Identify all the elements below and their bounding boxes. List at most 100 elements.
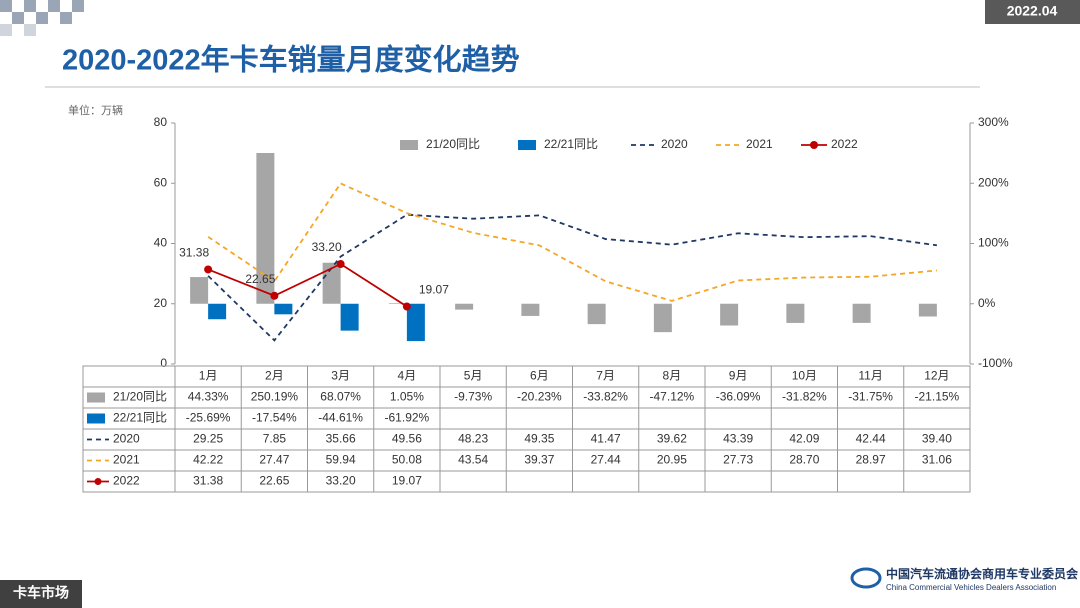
y2-tick-label: 0% bbox=[978, 296, 996, 310]
section-box bbox=[0, 580, 82, 608]
table-cell: 49.56 bbox=[392, 432, 422, 446]
table-cell: -25.69% bbox=[186, 411, 231, 425]
table-cell: 7.85 bbox=[263, 432, 287, 446]
line bbox=[207, 182, 937, 302]
y-tick-label: 0 bbox=[160, 356, 167, 370]
title: 2020-2022年卡车销量月度变化趋势 bbox=[62, 43, 520, 77]
table-row-label: 2021 bbox=[113, 453, 140, 467]
x-tick-label: 4月 bbox=[398, 369, 417, 383]
legend-label: 2021 bbox=[746, 137, 773, 151]
table-cell: 35.66 bbox=[326, 432, 356, 446]
table-cell: 31.38 bbox=[193, 474, 223, 488]
table-cell: -9.73% bbox=[454, 390, 492, 404]
table-cell: -44.61% bbox=[318, 411, 363, 425]
bar bbox=[340, 303, 359, 331]
table-cell: -36.09% bbox=[716, 390, 761, 404]
table-cell: 43.39 bbox=[723, 432, 753, 446]
legend-label: 2020 bbox=[661, 137, 688, 151]
section: 卡车市场 bbox=[13, 585, 69, 601]
table-row-label: 2022 bbox=[113, 474, 140, 488]
legend-label: 2022 bbox=[831, 137, 858, 151]
data-label: 33.20 bbox=[312, 240, 342, 254]
table-cell: 50.08 bbox=[392, 453, 422, 467]
table-marker bbox=[94, 478, 102, 485]
org-cn: 中国汽车流通协会商用车专业委员会 bbox=[886, 566, 1079, 581]
table-cell: 48.23 bbox=[458, 432, 488, 446]
bar bbox=[322, 262, 341, 304]
bar bbox=[653, 303, 672, 333]
table-swatch bbox=[87, 392, 105, 403]
table-cell: -61.92% bbox=[385, 411, 430, 425]
table-row-label: 21/20同比 bbox=[113, 390, 167, 404]
x-tick-label: 7月 bbox=[596, 369, 615, 383]
y2-tick-label: 200% bbox=[978, 175, 1009, 189]
bar bbox=[406, 303, 425, 342]
y-tick-label: 20 bbox=[154, 296, 168, 310]
table-cell: 250.19% bbox=[251, 390, 299, 404]
y-tick-label: 80 bbox=[154, 115, 168, 129]
table-cell: 49.35 bbox=[524, 432, 554, 446]
table-cell: 68.07% bbox=[320, 390, 361, 404]
table-row-label: 2020 bbox=[113, 432, 140, 446]
x-tick-label: 6月 bbox=[530, 369, 549, 383]
table-cell: 42.44 bbox=[856, 432, 886, 446]
bar bbox=[918, 303, 937, 317]
date-box bbox=[985, 0, 1080, 24]
bar bbox=[190, 277, 209, 304]
corner-pattern bbox=[0, 0, 84, 36]
table-cell: -17.54% bbox=[252, 411, 297, 425]
line bbox=[207, 262, 408, 308]
bar bbox=[720, 303, 739, 326]
marker bbox=[204, 265, 213, 274]
y2-tick-label: -100% bbox=[978, 356, 1013, 370]
table-cell: -31.75% bbox=[848, 390, 893, 404]
x-tick-label: 5月 bbox=[464, 369, 483, 383]
table-cell: 27.47 bbox=[259, 453, 289, 467]
table-cell: 39.40 bbox=[922, 432, 952, 446]
legend-label: 22/21同比 bbox=[544, 137, 598, 151]
table-cell: 28.97 bbox=[856, 453, 886, 467]
table-row-label: 22/21同比 bbox=[113, 411, 167, 425]
x-tick-label: 3月 bbox=[331, 369, 350, 383]
data-label: 22.65 bbox=[245, 272, 275, 286]
data-label: 31.38 bbox=[179, 246, 209, 260]
y2-tick-label: 300% bbox=[978, 115, 1009, 129]
data-label: 19.07 bbox=[419, 283, 449, 297]
marker bbox=[402, 302, 411, 311]
table-cell: 20.95 bbox=[657, 453, 687, 467]
y-tick-label: 40 bbox=[154, 236, 168, 250]
table-cell: 1.05% bbox=[390, 390, 424, 404]
table-cell: 39.37 bbox=[524, 453, 554, 467]
bar bbox=[208, 303, 227, 320]
table-cell: 59.94 bbox=[326, 453, 356, 467]
legend-label: 21/20同比 bbox=[426, 137, 480, 151]
legend-marker bbox=[810, 141, 818, 149]
x-tick-label: 12月 bbox=[924, 369, 949, 383]
logo bbox=[850, 567, 882, 589]
table-cell: 27.73 bbox=[723, 453, 753, 467]
bar bbox=[256, 153, 275, 304]
org-en: China Commercial Vehicles Dealers Associ… bbox=[886, 583, 1056, 592]
table-cell: 27.44 bbox=[591, 453, 621, 467]
table-cell: -33.82% bbox=[583, 390, 628, 404]
x-tick-label: 1月 bbox=[199, 369, 218, 383]
line bbox=[207, 213, 937, 342]
bar bbox=[274, 303, 293, 315]
table-cell: 28.70 bbox=[789, 453, 819, 467]
x-tick-label: 8月 bbox=[663, 369, 682, 383]
y-tick-label: 60 bbox=[154, 175, 168, 189]
table-cell: 29.25 bbox=[193, 432, 223, 446]
table-cell: -21.15% bbox=[915, 390, 960, 404]
table-cell: -47.12% bbox=[650, 390, 695, 404]
table-cell: -31.82% bbox=[782, 390, 827, 404]
bar bbox=[587, 303, 606, 325]
x-tick-label: 11月 bbox=[858, 369, 882, 383]
bar bbox=[852, 303, 871, 323]
bar bbox=[521, 303, 540, 316]
table-cell: 22.65 bbox=[259, 474, 289, 488]
table-cell: 42.22 bbox=[193, 453, 223, 467]
legend-swatch bbox=[518, 140, 536, 150]
x-tick-label: 2月 bbox=[265, 369, 284, 383]
date: 2022.04 bbox=[1007, 3, 1058, 19]
